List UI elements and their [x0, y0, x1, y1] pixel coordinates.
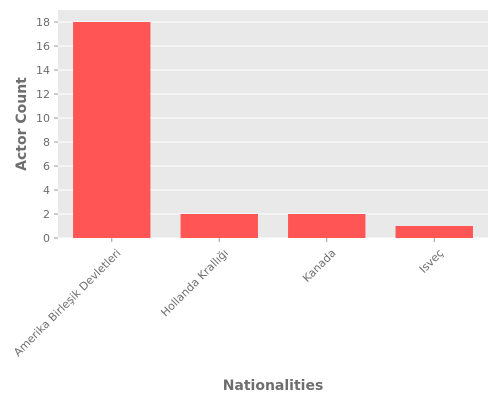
bar: [180, 214, 258, 238]
y-axis-ticks: 0 2 4 6 8 10 12 14 16 18: [36, 16, 58, 245]
y-tick-label: 8: [43, 136, 50, 149]
y-tick-label: 2: [43, 208, 50, 221]
y-tick-label: 6: [43, 160, 50, 173]
y-tick-label: 16: [36, 40, 50, 53]
y-tick-label: 12: [36, 88, 50, 101]
x-axis-title: Nationalities: [223, 378, 324, 394]
bars: [73, 22, 473, 238]
y-axis-title: Actor Count: [14, 77, 30, 171]
x-tick-label: Kanada: [300, 247, 338, 285]
bar: [73, 22, 151, 238]
y-tick-label: 0: [43, 232, 50, 245]
bar: [395, 226, 473, 238]
bar: [288, 214, 366, 238]
x-tick-label: Amerika Birleşik Devletleri: [11, 247, 123, 359]
y-tick-label: 14: [36, 64, 50, 77]
y-tick-label: 18: [36, 16, 50, 29]
y-tick-label: 10: [36, 112, 50, 125]
x-tick-label: Isveç: [417, 247, 446, 276]
x-tick-label: Hollanda Krallığı: [158, 247, 231, 320]
x-axis-ticks: Amerika Birleşik Devletleri Hollanda Kral…: [11, 238, 446, 359]
y-tick-label: 4: [43, 184, 50, 197]
